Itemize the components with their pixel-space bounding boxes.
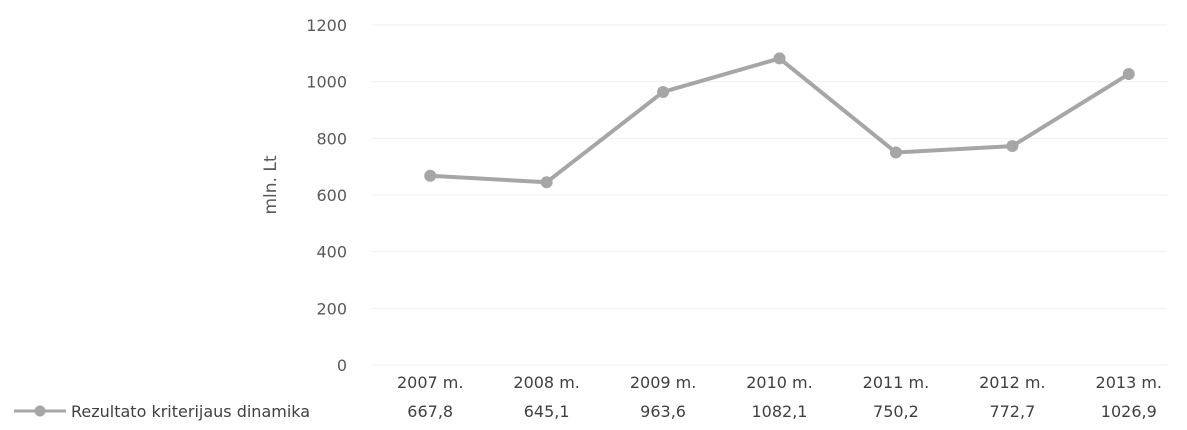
data-table-value: 750,2	[873, 402, 919, 421]
data-table-value: 1026,9	[1101, 402, 1157, 421]
x-tick-label: 2007 m.	[397, 373, 463, 392]
y-tick-label: 800	[316, 129, 347, 148]
y-tick-label: 200	[316, 299, 347, 318]
data-table-values: 667,8 645,1 963,6 1082,1 750,2 772,7 1026,9	[407, 402, 1156, 421]
y-tick-label: 400	[316, 243, 347, 262]
y-tick-label: 600	[316, 186, 347, 205]
series-line	[428, 56, 1131, 185]
data-table-value: 772,7	[989, 402, 1035, 421]
data-point	[1122, 68, 1135, 81]
legend-table-row: Rezultato kriterijaus dinamika	[14, 402, 310, 421]
data-point	[657, 85, 670, 98]
y-tick-label: 1000	[306, 73, 347, 92]
x-axis-ticks: 2007 m. 2008 m. 2009 m. 2010 m. 2011 m. 2012 …	[397, 373, 1162, 392]
data-table-value: 667,8	[407, 402, 453, 421]
data-point	[424, 169, 437, 182]
x-tick-label: 2012 m.	[979, 373, 1045, 392]
data-table-value: 963,6	[640, 402, 686, 421]
data-table-value: 1082,1	[752, 402, 808, 421]
y-tick-label: 1200	[306, 16, 347, 35]
legend-series-name: Rezultato kriterijaus dinamika	[71, 402, 310, 421]
x-tick-label: 2008 m.	[513, 373, 579, 392]
series-layer	[424, 52, 1135, 189]
y-axis-ticks: 0 200 400 600 800 1000 1200	[306, 16, 347, 375]
x-tick-label: 2013 m.	[1096, 373, 1162, 392]
data-table-value: 645,1	[524, 402, 570, 421]
y-axis-title: mln. Lt	[261, 155, 281, 214]
legend-point-marker	[34, 405, 46, 417]
gridlines	[372, 24, 1167, 366]
data-point	[1006, 140, 1019, 153]
data-point	[889, 146, 902, 159]
x-tick-label: 2010 m.	[746, 373, 812, 392]
data-point	[540, 176, 553, 189]
data-point	[773, 52, 786, 65]
x-tick-label: 2011 m.	[863, 373, 929, 392]
x-tick-label: 2009 m.	[630, 373, 696, 392]
y-tick-label: 0	[337, 356, 347, 375]
